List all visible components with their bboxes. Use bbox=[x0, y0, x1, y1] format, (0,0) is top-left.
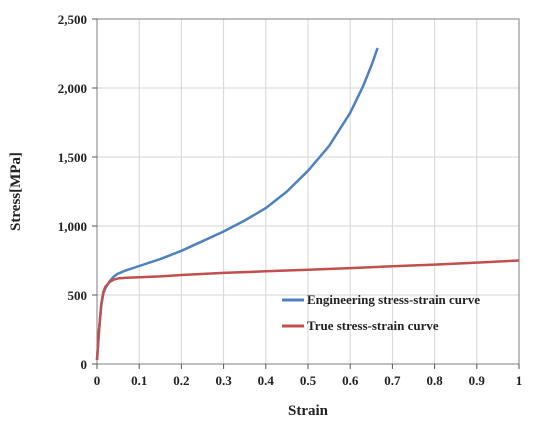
x-tick-label: 0.5 bbox=[300, 373, 317, 388]
y-tick-label: 2,500 bbox=[58, 12, 87, 27]
y-tick-label: 0 bbox=[81, 357, 88, 372]
x-tick-label: 0.1 bbox=[131, 373, 147, 388]
x-tick-label: 0.7 bbox=[384, 373, 401, 388]
legend: Engineering stress-strain curve True str… bbox=[282, 292, 480, 333]
x-tick-label: 0.9 bbox=[469, 373, 486, 388]
x-tick-label: 0 bbox=[94, 373, 101, 388]
grid bbox=[97, 18, 520, 364]
x-tick-label: 0.8 bbox=[426, 373, 443, 388]
y-tick-label: 2,000 bbox=[58, 81, 87, 96]
x-tick-label: 0.4 bbox=[258, 373, 275, 388]
y-tick-label: 1,500 bbox=[58, 150, 87, 165]
x-tick-label: 1 bbox=[516, 373, 523, 388]
legend-label-true: True stress-strain curve bbox=[307, 318, 439, 333]
x-axis-ticks: 0 0.1 0.2 0.3 0.4 0.5 0.6 0.7 0.8 0.9 1 bbox=[94, 364, 523, 388]
y-axis-ticks: 0 500 1,000 1,500 2,000 2,500 bbox=[58, 12, 97, 372]
x-tick-label: 0.3 bbox=[215, 373, 232, 388]
y-axis-title: Stress[MPa] bbox=[8, 152, 24, 231]
series-true-line bbox=[95, 259, 520, 360]
x-tick-label: 0.6 bbox=[342, 373, 359, 388]
y-tick-label: 500 bbox=[68, 288, 88, 303]
x-axis-title: Strain bbox=[288, 403, 329, 419]
legend-label-engineering: Engineering stress-strain curve bbox=[307, 292, 480, 307]
x-tick-label: 0.2 bbox=[173, 373, 189, 388]
series-layer bbox=[95, 47, 520, 360]
y-tick-label: 1,000 bbox=[58, 219, 87, 234]
